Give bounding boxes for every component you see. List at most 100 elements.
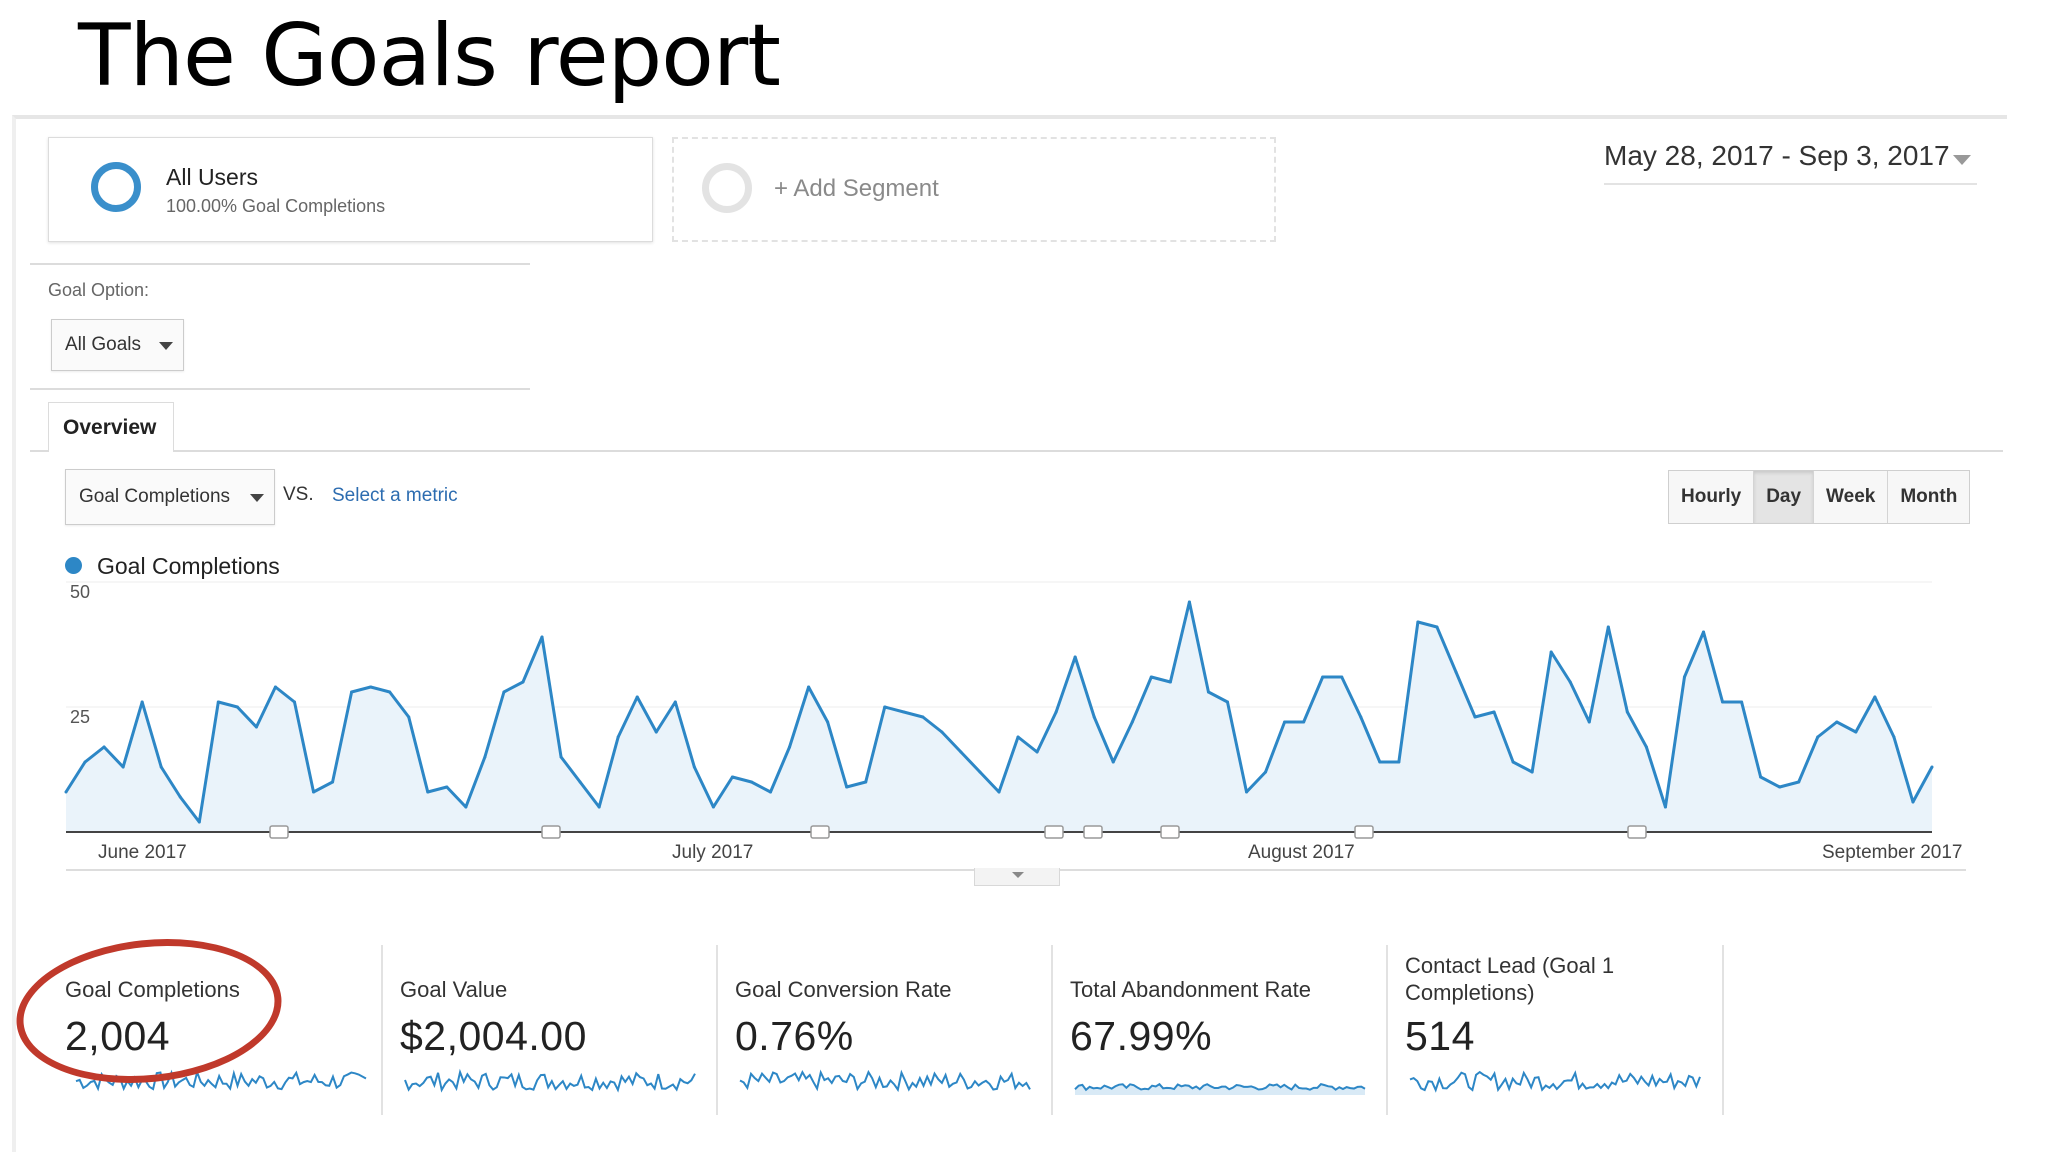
kpi-label: Goal Completions [65, 977, 240, 1002]
data-point [140, 700, 144, 704]
data-point [1340, 675, 1344, 679]
data-point [1092, 715, 1096, 719]
data-point [350, 690, 354, 694]
kpi-divider [1386, 945, 1388, 1115]
data-point [1835, 720, 1839, 724]
data-point [1321, 675, 1325, 679]
data-point [1245, 790, 1249, 794]
date-range-underline [1604, 183, 1977, 185]
data-point [292, 700, 296, 704]
data-point [902, 710, 906, 714]
data-point [1435, 625, 1439, 629]
granularity-day-button[interactable]: Day [1754, 471, 1815, 523]
data-point [1397, 760, 1401, 764]
data-point [921, 715, 925, 719]
data-point [1606, 625, 1610, 629]
granularity-week-button[interactable]: Week [1814, 471, 1889, 523]
x-tick-label: July 2017 [672, 842, 753, 863]
data-point [1264, 770, 1268, 774]
data-point [1854, 730, 1858, 734]
data-point [711, 805, 715, 809]
data-point [1378, 760, 1382, 764]
empty-segment-icon [702, 163, 752, 213]
data-point [1759, 775, 1763, 779]
data-point [426, 790, 430, 794]
kpi-divider [716, 945, 718, 1115]
annotation-icon [1044, 825, 1064, 839]
goal-option-value: All Goals [65, 334, 142, 355]
data-point [788, 745, 792, 749]
annotation-icon [541, 825, 561, 839]
date-range-picker[interactable]: May 28, 2017 - Sep 3, 2017 [1604, 140, 1950, 171]
annotation-icon [1160, 825, 1180, 839]
annotation-icon [810, 825, 830, 839]
data-point [1454, 670, 1458, 674]
segment-subtitle: 100.00% Goal Completions [166, 196, 386, 216]
chart-collapse-toggle[interactable] [974, 868, 1060, 886]
segment-all-users[interactable]: All Users 100.00% Goal Completions [48, 137, 653, 242]
data-point [654, 730, 658, 734]
x-tick-label: June 2017 [98, 842, 187, 863]
chevron-down-icon[interactable] [1953, 155, 1971, 165]
granularity-month-button[interactable]: Month [1900, 486, 1958, 507]
data-point [464, 805, 468, 809]
add-segment-label: + Add Segment [774, 175, 939, 202]
kpi-label: Goal Value [400, 977, 508, 1002]
data-point [1111, 760, 1115, 764]
data-point [1663, 805, 1667, 809]
goal-option-dropdown[interactable]: All Goals [51, 319, 184, 371]
data-point [616, 735, 620, 739]
data-point [1702, 630, 1706, 634]
vs-label: VS. [283, 484, 314, 505]
data-point [64, 790, 68, 794]
data-point [102, 745, 106, 749]
data-point [1587, 720, 1591, 724]
kpi-value: 67.99% [1070, 1013, 1213, 1059]
granularity-toggle: Hourly Day Week Month [1668, 470, 1971, 524]
kpi-value: 514 [1405, 1013, 1475, 1059]
data-point [254, 725, 258, 729]
kpi-label: Goal Conversion Rate [735, 977, 952, 1002]
data-point [273, 685, 277, 689]
data-point [559, 755, 563, 759]
data-point [1873, 695, 1877, 699]
data-point [331, 780, 335, 784]
data-point [1054, 710, 1058, 714]
kpi-divider [381, 945, 383, 1115]
kpi-label: Contact Lead (Goal 1 Completions) [1405, 953, 1615, 1005]
data-point [445, 785, 449, 789]
data-point [483, 755, 487, 759]
y-tick-label: 50 [70, 582, 90, 602]
data-point [997, 790, 1001, 794]
data-point [1930, 765, 1934, 769]
data-point [597, 805, 601, 809]
data-point [1073, 655, 1077, 659]
metric-dropdown[interactable]: Goal Completions [65, 469, 275, 525]
data-point [692, 765, 696, 769]
data-point [730, 775, 734, 779]
tab-bar-line [30, 450, 2003, 452]
data-point [407, 715, 411, 719]
annotation-icon [1627, 825, 1647, 839]
data-point [826, 720, 830, 724]
add-segment-button[interactable]: + Add Segment [672, 137, 1276, 242]
tab-overview[interactable]: Overview [48, 402, 174, 452]
data-point [1206, 690, 1210, 694]
y-tick-label: 25 [70, 707, 90, 727]
data-point [1568, 680, 1572, 684]
kpi-divider [1722, 945, 1724, 1115]
kpi-label: Total Abandonment Rate [1070, 977, 1311, 1002]
select-metric-link[interactable]: Select a metric [332, 485, 458, 506]
segment-name: All Users [166, 164, 259, 190]
data-point [159, 765, 163, 769]
divider [30, 263, 530, 265]
kpi-value: $2,004.00 [400, 1013, 587, 1059]
segment-donut-icon [91, 162, 141, 212]
granularity-hourly-button[interactable]: Hourly [1669, 471, 1755, 523]
analytics-panel [12, 115, 2007, 1152]
data-point [1682, 675, 1686, 679]
data-point [1644, 745, 1648, 749]
data-point [883, 705, 887, 709]
tab-overview-label: Overview [63, 416, 157, 439]
data-point [1016, 735, 1020, 739]
